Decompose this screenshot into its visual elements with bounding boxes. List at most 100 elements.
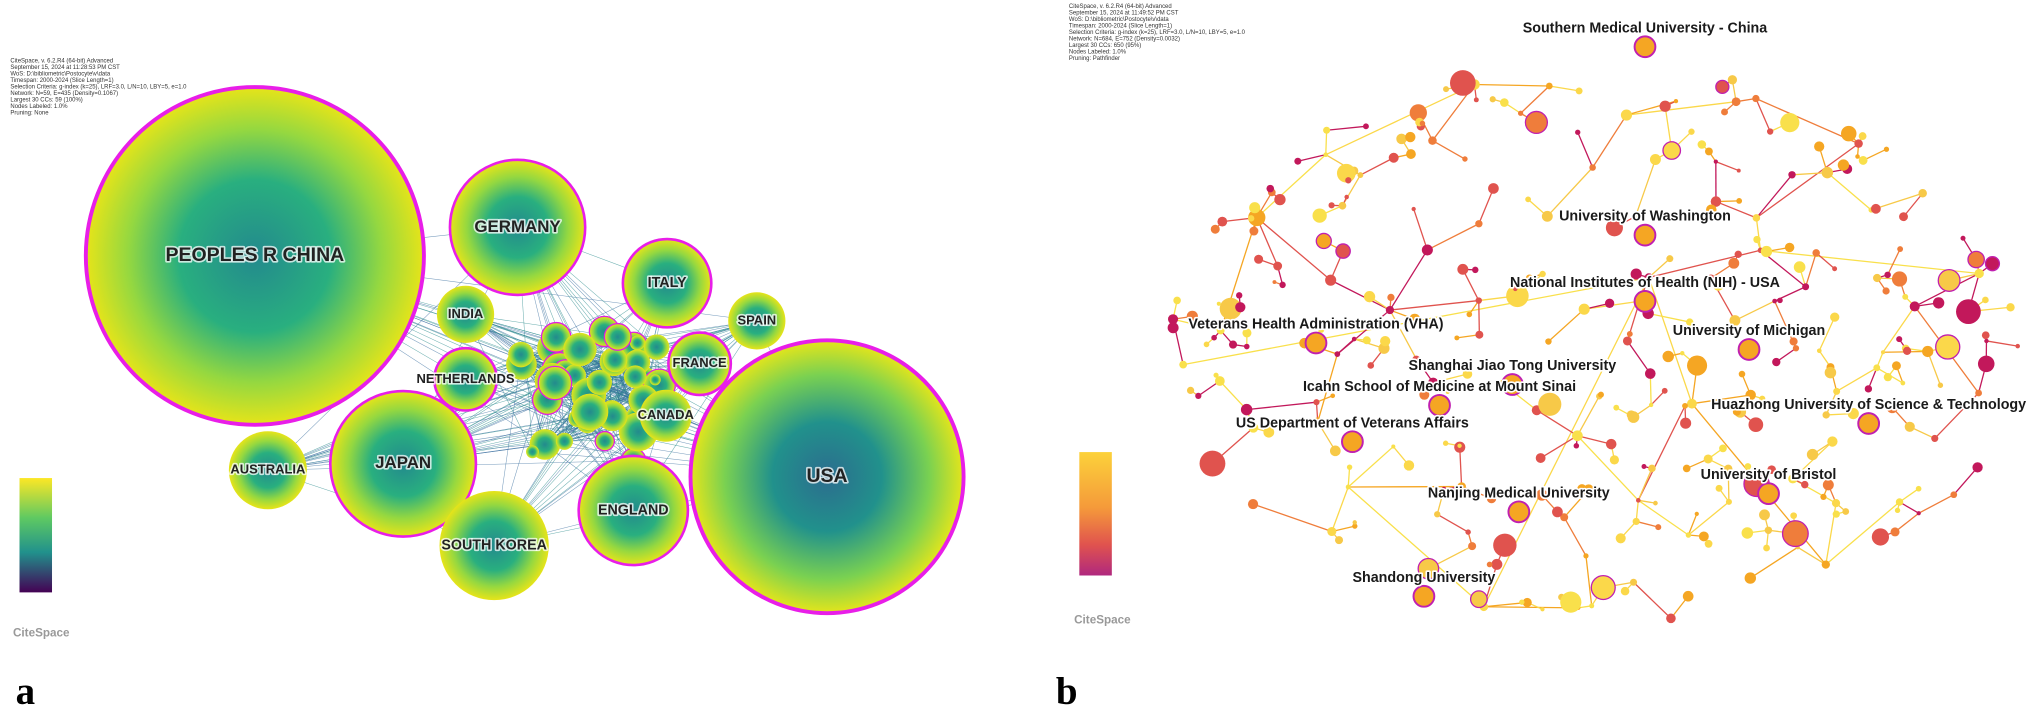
node [728,292,786,350]
node [1217,216,1228,227]
node [1635,498,1641,503]
edge [1755,174,1793,219]
node [1745,389,1756,401]
node [1500,98,1509,107]
node [1622,336,1632,346]
edge [1347,467,1351,488]
node [1391,444,1396,449]
node [1890,527,1900,537]
node [1837,159,1850,171]
node [1195,392,1202,399]
edge [1637,468,1653,501]
header-line: September 15, 2024 at 11:28:53 PM CST [10,65,120,71]
node [1824,366,1837,379]
edge [1219,380,1248,411]
node [1500,373,1524,396]
node [1727,75,1738,85]
node [1694,511,1699,517]
node [1560,591,1582,613]
node [1713,159,1718,164]
node [1736,168,1741,173]
node [1897,246,1904,252]
node [1346,464,1353,470]
edge [1734,300,1775,322]
node [1725,498,1732,505]
node [1345,484,1351,490]
node [1313,417,1323,427]
node [1763,544,1770,552]
node [644,334,670,360]
panel-label: a [16,670,36,708]
node [1984,338,1989,344]
node-label: US Department of Veterans Affairs [1236,415,1469,431]
node [1578,303,1590,315]
node [667,331,733,397]
node [1822,479,1834,491]
node-label: NETHERLANDS [416,371,514,386]
node [1812,249,1820,257]
node [1441,486,1447,493]
node [1219,297,1242,320]
node [1900,380,1906,386]
node [1630,268,1642,280]
node [1411,206,1416,212]
node [1937,382,1944,388]
node [1179,360,1188,369]
node [1248,422,1259,433]
node [1457,263,1469,275]
edge [1297,154,1326,162]
edge [1462,269,1480,301]
logo: CiteSpace [1074,614,1131,627]
node [623,365,647,389]
edge [1336,338,1355,355]
node [1323,126,1331,134]
node [1831,499,1841,508]
node [1318,327,1325,333]
node [1682,464,1691,473]
node [1243,343,1250,350]
node [1367,362,1375,369]
node [1688,128,1695,135]
node [1412,584,1436,608]
node [1249,202,1261,214]
node [1473,97,1479,103]
node [1573,443,1580,449]
node [1974,268,1984,279]
node [1560,513,1569,522]
node [1644,273,1654,282]
node [1922,345,1934,358]
node [1247,498,1259,510]
node [1766,128,1774,135]
node [1173,296,1181,305]
node [1445,389,1450,395]
node [1687,398,1697,409]
node [1680,350,1685,356]
node [1780,113,1800,133]
node [1409,104,1427,122]
edge [1478,300,1481,335]
edge [1986,340,2018,347]
node [1590,574,1616,601]
node [1757,482,1780,506]
node [1240,403,1253,416]
node-label: Southern Medical University - China [1523,20,1769,36]
node [1801,480,1809,489]
node [1629,578,1638,586]
edge [1413,208,1428,251]
node [1362,336,1371,345]
edge [1546,167,1594,217]
node [1485,491,1490,497]
node [1788,474,1798,484]
node [439,491,549,601]
node [1806,448,1819,461]
node [1475,330,1484,339]
node [1864,385,1873,393]
edge [1882,306,1916,353]
node [1327,526,1337,537]
node [1312,208,1327,223]
node [1904,421,1915,432]
node [1721,108,1729,116]
edge [1536,409,1578,437]
node [1682,402,1688,409]
edge [1637,499,1689,536]
